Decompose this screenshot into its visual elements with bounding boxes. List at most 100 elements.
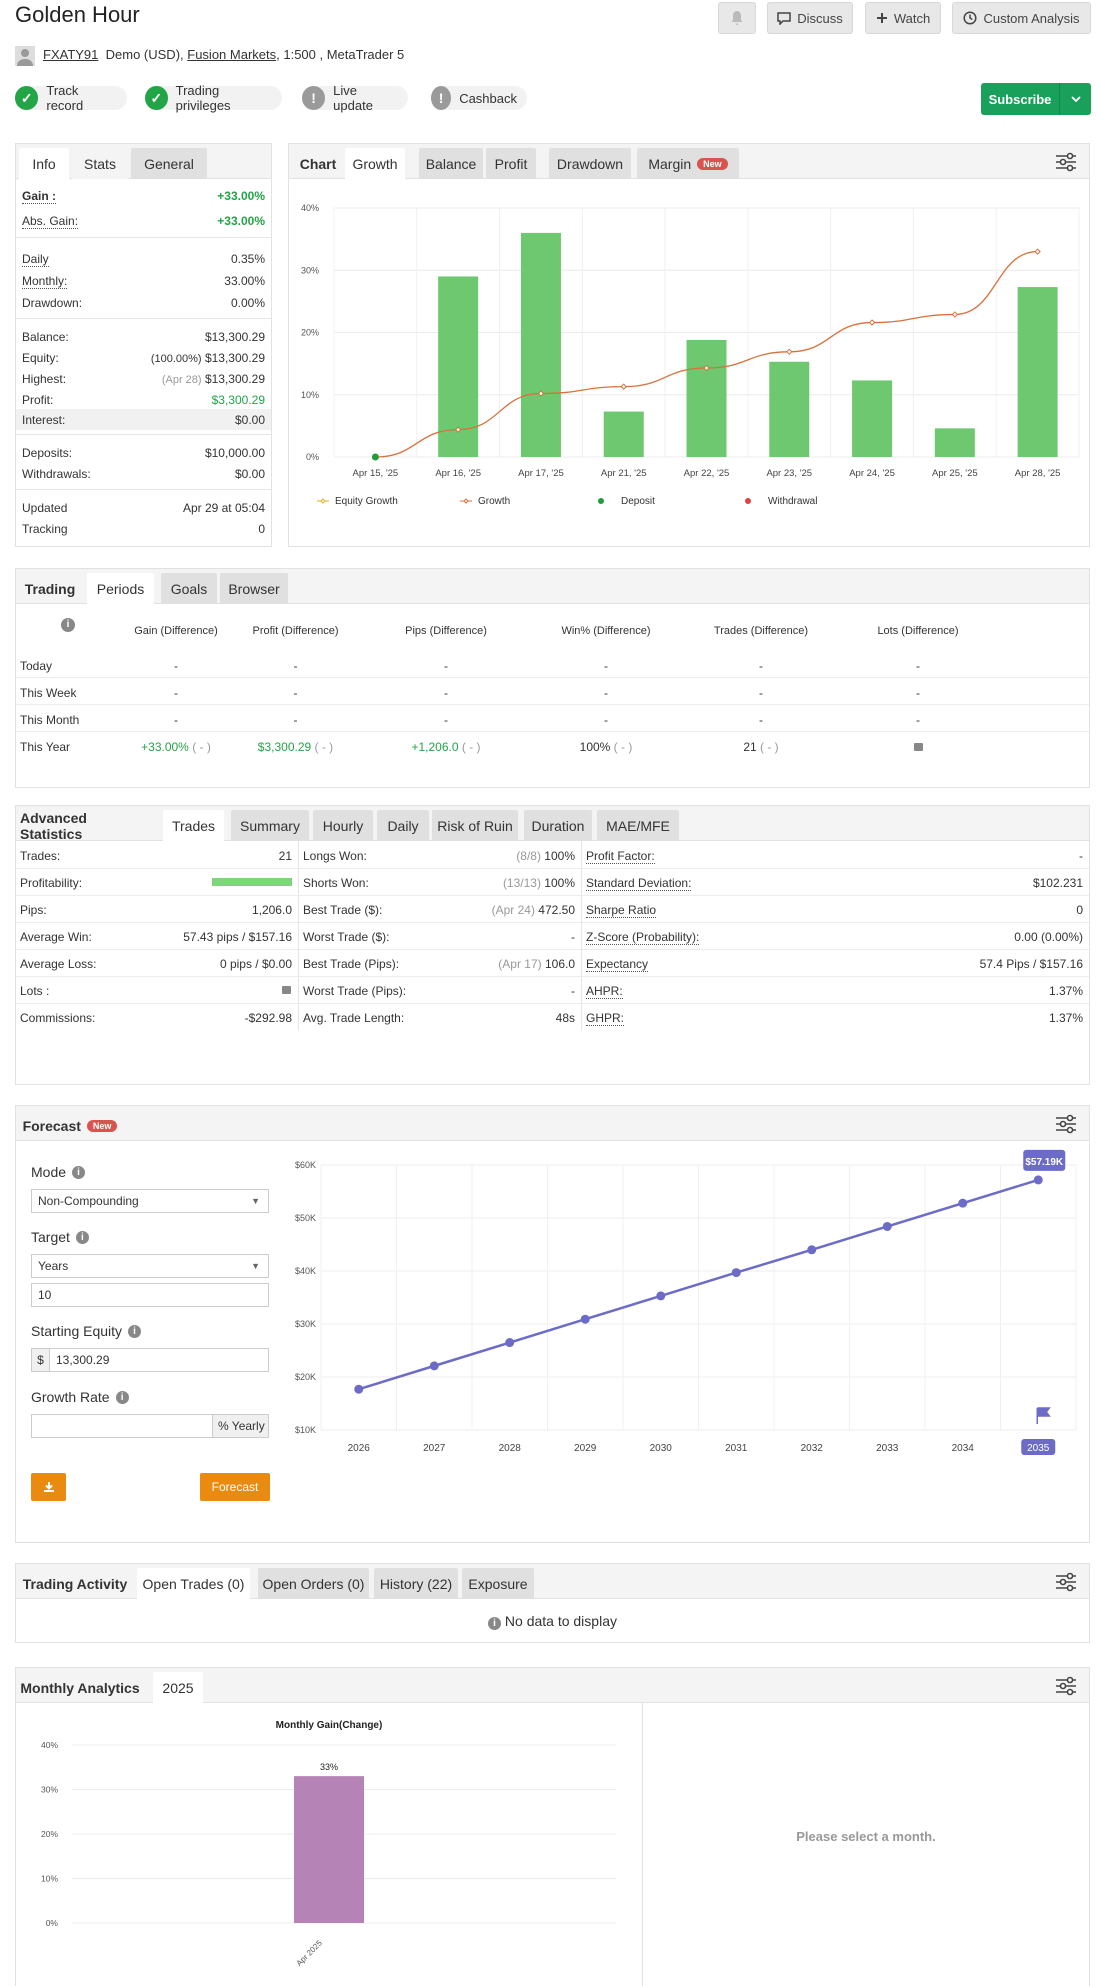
discuss-label: Discuss	[797, 10, 843, 26]
target-label-text: Target	[31, 1229, 70, 1245]
tab-margin[interactable]: Margin New	[637, 148, 739, 179]
info-icon: i	[115, 1390, 129, 1404]
withdrawals-label: Withdrawals:	[22, 467, 91, 481]
starting-equity-value: 13,300.29	[56, 1353, 110, 1367]
growth-point	[1034, 248, 1041, 255]
tab-browser[interactable]: Browser	[220, 573, 288, 604]
forecast-title: Forecast New	[20, 1110, 120, 1141]
table-cell: -	[174, 713, 178, 727]
column-header: Profit (Difference)	[252, 625, 339, 637]
subscribe-button[interactable]: Subscribe	[981, 83, 1091, 115]
y-tick-label: 10%	[301, 390, 319, 400]
badge-live-update[interactable]: ! Live update	[302, 83, 408, 113]
x-tick-label: 2033	[876, 1443, 899, 1454]
chat-icon	[777, 11, 791, 25]
tab-summary[interactable]: Summary	[231, 810, 309, 841]
info-icon: i	[75, 1230, 89, 1244]
custom-analysis-button[interactable]: Custom Analysis	[952, 2, 1091, 34]
watch-label: Watch	[893, 10, 931, 26]
cell-diff: ( - )	[610, 740, 633, 754]
column-header: Win% (Difference)	[561, 625, 651, 637]
starting-equity-input[interactable]: $13,300.29	[31, 1348, 269, 1372]
cell-diff: ( - )	[756, 740, 779, 754]
user-icon	[17, 49, 33, 66]
advanced-stats-title: Advanced Statistics	[20, 809, 87, 842]
y-tick-label: 20%	[41, 1829, 58, 1839]
row-label: This Week	[20, 686, 77, 700]
stat-value: 1.37%	[582, 984, 1083, 998]
tab-goals[interactable]: Goals	[161, 573, 217, 604]
settings-sliders-icon[interactable]	[1055, 1676, 1077, 1696]
tab-periods[interactable]: Periods	[87, 573, 154, 604]
growth-point	[537, 390, 545, 397]
tab-risk-of-ruin[interactable]: Risk of Ruin	[432, 810, 518, 841]
tab-hourly[interactable]: Hourly	[313, 810, 373, 841]
tab-daily[interactable]: Daily	[377, 810, 429, 841]
tab-general[interactable]: General	[131, 148, 207, 179]
settings-sliders-icon[interactable]	[1055, 1572, 1077, 1592]
stat-value: 1.37%	[582, 1011, 1083, 1025]
tab-history[interactable]: History (22)	[374, 1568, 458, 1599]
tab-margin-label: Margin	[648, 155, 692, 172]
table-cell	[858, 740, 978, 754]
select-month-placeholder: Please select a month.	[796, 1829, 936, 1844]
row-spacer	[16, 731, 1089, 757]
table-cell: -	[759, 659, 763, 673]
drawdown-label: Drawdown:	[22, 296, 83, 310]
tab-mae-mfe[interactable]: MAE/MFE	[597, 810, 679, 841]
exclamation-icon: !	[302, 86, 326, 110]
info-icon: i	[488, 1617, 502, 1630]
y-tick-label: $60K	[295, 1160, 316, 1170]
target-years-input[interactable]: 10	[31, 1283, 269, 1307]
bell-icon	[731, 11, 743, 25]
forecast-point	[958, 1198, 968, 1208]
tab-year-2025[interactable]: 2025	[153, 1672, 203, 1703]
growth-rate-input[interactable]	[31, 1414, 213, 1438]
starting-equity-label-text: Starting Equity	[31, 1323, 123, 1339]
tab-open-orders[interactable]: Open Orders (0)	[258, 1568, 369, 1599]
target-select[interactable]: Years ▼	[31, 1254, 269, 1278]
forecast-chart: $10K $20K $30K $40K $50K $60K 2026 2027 2028 2029…	[295, 1149, 1077, 1455]
badge-cashback[interactable]: ! Cashback	[431, 86, 527, 110]
watch-button[interactable]: Watch	[865, 2, 941, 34]
settings-sliders-icon[interactable]	[1055, 152, 1077, 172]
y-tick-label: 0%	[46, 1918, 59, 1928]
mode-select[interactable]: Non-Compounding ▼	[31, 1189, 269, 1213]
trading-activity-panel: Trading Activity Open Trades (0) Open Or…	[15, 1563, 1090, 1643]
tab-drawdown[interactable]: Drawdown	[549, 148, 631, 179]
tab-balance[interactable]: Balance	[419, 148, 483, 179]
table-cell: -	[293, 713, 298, 727]
broker-link[interactable]: Fusion Markets	[187, 47, 277, 62]
tab-exposure[interactable]: Exposure	[462, 1568, 534, 1599]
stat-value: -	[299, 984, 575, 998]
tab-trades[interactable]: Trades	[163, 810, 224, 841]
tab-growth[interactable]: Growth	[345, 148, 405, 179]
x-tick-label: 2029	[574, 1443, 597, 1454]
tab-info[interactable]: Info	[19, 148, 69, 179]
forecast-button[interactable]: Forecast	[200, 1473, 270, 1501]
stat-label: Worst Trade ($):	[303, 930, 390, 944]
stat-label: Average Loss:	[20, 957, 97, 971]
tab-open-trades[interactable]: Open Trades (0)	[137, 1568, 250, 1599]
download-button[interactable]	[31, 1473, 66, 1501]
discuss-button[interactable]: Discuss	[767, 2, 853, 34]
tab-duration[interactable]: Duration	[524, 810, 592, 841]
x-tick-label: Apr 23, '25	[766, 468, 812, 479]
growth-bar	[1017, 287, 1058, 457]
cell-value: 100%	[579, 740, 611, 754]
badge-label: Cashback	[459, 90, 517, 106]
mode-label: Mode i	[31, 1164, 86, 1180]
notifications-button[interactable]	[718, 2, 756, 34]
check-icon: ✓	[145, 86, 168, 110]
settings-sliders-icon[interactable]	[1055, 1114, 1077, 1134]
stat-value: (8/8) 100%	[299, 849, 575, 863]
caret-down-icon: ▼	[251, 1261, 260, 1271]
stat-value: 57.43 pips / $157.16	[16, 930, 292, 944]
tab-stats[interactable]: Stats	[72, 148, 128, 179]
badge-track-record[interactable]: ✓ Track record	[15, 83, 127, 113]
chevron-down-icon[interactable]	[1059, 83, 1091, 115]
badge-trading-privileges[interactable]: ✓ Trading privileges	[145, 83, 282, 113]
tab-profit[interactable]: Profit	[486, 148, 536, 179]
username-link[interactable]: FXATY91	[43, 47, 99, 62]
row-divider	[16, 949, 1089, 950]
